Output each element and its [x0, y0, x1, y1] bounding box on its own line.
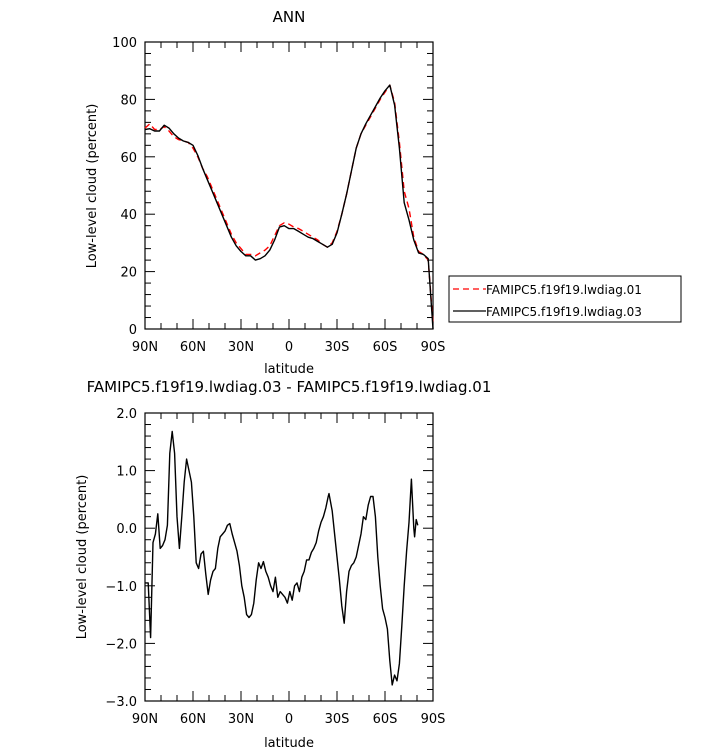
top-xlabel: latitude	[264, 362, 314, 377]
legend: FAMIPC5.f19f19.lwdiag.01 FAMIPC5.f19f19.…	[448, 275, 682, 323]
bottom-ytick-label: 1.0	[116, 465, 137, 480]
top-series-1-line	[144, 84, 434, 324]
top-xtick-label: 60N	[180, 340, 206, 355]
top-ytick-label: 100	[112, 36, 137, 51]
bottom-ytick-label: 2.0	[116, 407, 137, 422]
top-xtick-label: 0	[285, 340, 293, 355]
top-ytick-label: 20	[120, 266, 137, 281]
top-lines	[144, 84, 434, 330]
top-ytick-label: 80	[120, 93, 137, 108]
bottom-ylabel: Low-level cloud (percent)	[75, 475, 90, 640]
top-ytick-label: 40	[120, 208, 137, 223]
bottom-xlabel: latitude	[264, 736, 314, 751]
top-ytick-label: 60	[120, 151, 137, 166]
bottom-title: FAMIPC5.f19f19.lwdiag.03 - FAMIPC5.f19f1…	[87, 378, 492, 396]
bottom-ytick-label: −2.0	[105, 637, 137, 652]
bottom-ytick-label: −3.0	[105, 695, 137, 710]
bottom-ytick-label: −1.0	[105, 580, 137, 595]
bottom-xtick-label: 0	[285, 712, 293, 727]
top-ticks: 90N 60N 30N 0 30S 60S 90S 0 20 40 60 80 100	[112, 36, 445, 355]
top-ytick-label: 0	[129, 323, 137, 338]
bottom-ticks: 90N 60N 30N 0 30S 60S 90S −3.0 −2.0 −1.0 0.0 1.0 2.0	[105, 407, 445, 727]
top-xtick-label: 30N	[228, 340, 254, 355]
top-title: ANN	[273, 8, 306, 26]
top-xtick-label: 30S	[325, 340, 350, 355]
bottom-ytick-label: 0.0	[116, 522, 137, 537]
top-panel: ANN 90N 60N 30N 0 30S 60S 90S 0 20 40 60 80 100 lati…	[85, 8, 682, 377]
bottom-xtick-label: 60S	[373, 712, 398, 727]
bottom-series-1-line	[145, 430, 419, 686]
top-ylabel: Low-level cloud (percent)	[85, 104, 100, 269]
bottom-xtick-label: 90N	[132, 712, 158, 727]
legend-label-series-1: FAMIPC5.f19f19.lwdiag.01	[486, 283, 642, 297]
bottom-xtick-label: 30N	[228, 712, 254, 727]
bottom-panel: FAMIPC5.f19f19.lwdiag.03 - FAMIPC5.f19f1…	[75, 378, 491, 751]
bottom-xtick-label: 60N	[180, 712, 206, 727]
top-xtick-label: 90S	[421, 340, 446, 355]
bottom-lines	[145, 430, 419, 686]
top-series-2-line	[144, 84, 434, 330]
top-xtick-label: 90N	[132, 340, 158, 355]
legend-label-series-2: FAMIPC5.f19f19.lwdiag.03	[486, 305, 642, 319]
legend-box	[448, 275, 682, 323]
bottom-xtick-label: 30S	[325, 712, 350, 727]
bottom-xtick-label: 90S	[421, 712, 446, 727]
top-xtick-label: 60S	[373, 340, 398, 355]
